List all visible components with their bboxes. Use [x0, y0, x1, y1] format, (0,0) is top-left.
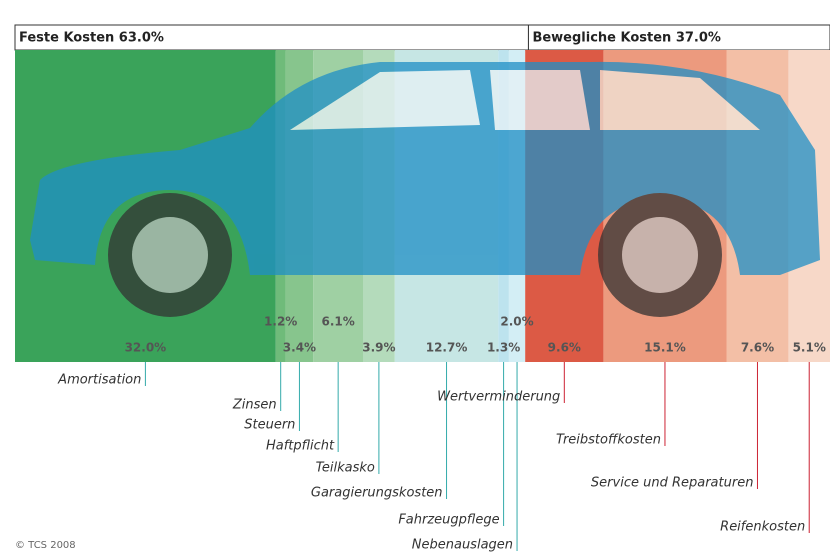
segment-name: Service und Reparaturen [591, 476, 754, 491]
value-label: 2.0% [500, 315, 533, 329]
source: © TCS 2008 [15, 540, 76, 551]
value-label: 12.7% [426, 341, 468, 355]
group-name: Bewegliche Kosten [532, 30, 671, 45]
segment-name: Zinsen [232, 398, 277, 413]
value-label: 3.9% [362, 341, 395, 355]
value-label: 32.0% [125, 341, 167, 355]
group-title: Bewegliche Kosten 37.0% [532, 30, 721, 45]
value-label: 5.1% [793, 341, 826, 355]
group-name: Feste Kosten [19, 30, 114, 45]
segment-name: Fahrzeugpflege [398, 513, 499, 528]
segment-name: Nebenauslagen [412, 538, 513, 553]
chart: Feste Kosten 63.0% Bewegliche Kosten 37.0… [0, 0, 830, 553]
rim [622, 217, 698, 293]
rim [132, 217, 208, 293]
value-label: 3.4% [283, 341, 316, 355]
group-value: 37.0% [676, 30, 721, 45]
value-label: 1.3% [487, 341, 520, 355]
segment-name: Haftpflicht [266, 439, 335, 454]
segment-name: Wertverminderung [437, 390, 560, 405]
segment-name: Garagierungskosten [311, 486, 443, 501]
group-title: Feste Kosten 63.0% [19, 30, 164, 45]
segment-name: Teilkasko [316, 461, 375, 476]
segment-name: Steuern [244, 418, 295, 433]
segment-name: Treibstoffkosten [556, 433, 661, 448]
car-window [490, 70, 590, 130]
segment-name: Amortisation [57, 373, 141, 388]
segment-name: Reifenkosten [720, 520, 805, 535]
value-label: 1.2% [264, 315, 297, 329]
group-value: 63.0% [119, 30, 164, 45]
value-label: 7.6% [741, 341, 774, 355]
value-label: 15.1% [644, 341, 686, 355]
value-label: 9.6% [548, 341, 581, 355]
value-label: 6.1% [322, 315, 355, 329]
